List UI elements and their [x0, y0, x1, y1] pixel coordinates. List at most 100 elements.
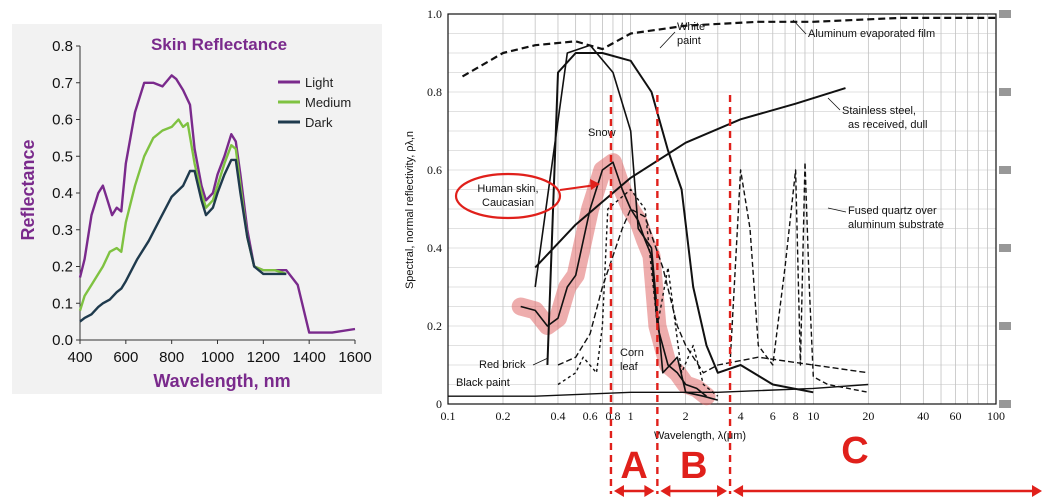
- annotation-human-skin-line2: Caucasian: [482, 197, 534, 209]
- human-skin-callout-ellipse: [454, 172, 562, 220]
- right-chart-annotations: Human skin, Caucasian White paint Snow C…: [454, 19, 944, 389]
- left-y-tick-label: 0.6: [52, 112, 73, 129]
- series-line-black-paint: [448, 383, 869, 397]
- right-x-tick-label: 100: [987, 409, 1005, 423]
- right-axis-mark: [999, 166, 1011, 174]
- right-axis-mark: [999, 244, 1011, 252]
- right-x-tick-label: 0.2: [495, 409, 510, 423]
- left-y-tick-label: 0.2: [52, 259, 73, 276]
- annotation-fused-quartz-line2: aluminum substrate: [848, 219, 944, 231]
- left-x-tick-label: 1200: [247, 349, 280, 366]
- right-chart-ylabel: Spectral, normal reflectivity, ρλ,n: [404, 131, 416, 289]
- right-x-tick-label: 0.1: [441, 409, 456, 423]
- left-x-tick-label: 1400: [292, 349, 325, 366]
- right-chart-right-axis-marks: [999, 10, 1011, 408]
- left-y-tick-label: 0.0: [52, 332, 73, 349]
- left-chart-legend: Light Medium Dark: [278, 75, 351, 130]
- right-chart-y-ticks: 0 0.2 0.4 0.6 0.8 1.0: [427, 7, 442, 411]
- right-y-tick-label: 0: [436, 397, 442, 411]
- left-y-tick-label: 0.4: [52, 185, 73, 202]
- left-x-tick-label: 800: [159, 349, 184, 366]
- series-line-dark: [79, 158, 287, 323]
- annotation-white: White: [677, 21, 705, 33]
- right-x-tick-label: 20: [862, 409, 874, 423]
- left-x-tick-label: 400: [67, 349, 92, 366]
- human-skin-callout-arrow: [559, 184, 597, 191]
- right-x-tick-label: 8: [793, 409, 799, 423]
- right-x-tick-label: 40: [917, 409, 929, 423]
- region-label-c: C: [841, 430, 868, 472]
- right-axis-mark: [999, 400, 1011, 408]
- annotation-white-line2: paint: [677, 35, 701, 47]
- annotation-stainless-line2: as received, dull: [848, 119, 928, 131]
- annotation-human-skin: Human skin,: [477, 183, 538, 195]
- region-arrowhead-right-a: [644, 485, 655, 497]
- region-arrowhead-left-a: [613, 485, 624, 497]
- region-arrowhead-left-c: [733, 485, 744, 497]
- left-y-tick-label: 0.1: [52, 295, 73, 312]
- right-y-tick-label: 0.2: [427, 319, 442, 333]
- annotation-black-paint: Black paint: [456, 377, 510, 389]
- series-line-stainless-steel-as-received-dull: [534, 87, 846, 269]
- left-chart-ylabel: Reflectance: [18, 139, 38, 240]
- legend-label-dark: Dark: [305, 115, 333, 130]
- annotation-stainless: Stainless steel,: [842, 105, 916, 117]
- left-y-tick-label: 0.8: [52, 38, 73, 55]
- right-x-tick-label: 10: [807, 409, 819, 423]
- right-chart: 0 0.2 0.4 0.6 0.8 1.0 0.1 0.2 0.4 0.6 0.8 1 2 4 6 8 10 2…: [404, 7, 1042, 497]
- right-y-tick-label: 0.6: [427, 163, 442, 177]
- annotation-stainless-leader: [827, 97, 841, 111]
- annotation-fused-quartz: Fused quartz over: [848, 205, 937, 217]
- annotation-red-brick: Red brick: [479, 359, 526, 371]
- left-chart-x-ticks: 400 600 800 1000 1200 1400 1600: [67, 340, 372, 366]
- left-chart-xlabel: Wavelength, nm: [153, 371, 290, 391]
- right-y-tick-label: 0.4: [427, 241, 442, 255]
- annotation-corn: Corn: [620, 347, 644, 359]
- right-x-tick-label: 0.8: [605, 409, 620, 423]
- right-chart-x-ticks: 0.1 0.2 0.4 0.6 0.8 1 2 4 6 8 10 20 40 60 100: [441, 409, 1006, 423]
- right-x-tick-label: 0.6: [583, 409, 598, 423]
- right-x-tick-label: 60: [949, 409, 961, 423]
- region-label-b: B: [680, 445, 707, 487]
- annotation-snow: Snow: [588, 127, 616, 139]
- left-x-tick-label: 1000: [201, 349, 234, 366]
- left-chart-series: [78, 74, 356, 334]
- region-arrowhead-left-b: [660, 485, 671, 497]
- annotation-red-brick-leader: [532, 357, 549, 366]
- human-skin-callout-arrowhead: [590, 179, 600, 190]
- left-chart-title: Skin Reflectance: [151, 35, 287, 54]
- series-line-white-paint: [546, 52, 814, 394]
- legend-label-medium: Medium: [305, 95, 351, 110]
- right-axis-mark: [999, 88, 1011, 96]
- annotation-white-leader: [659, 31, 676, 49]
- series-line-aluminum-evaporated-film: [461, 16, 996, 78]
- left-chart: Skin Reflectance Wavelength, nm Reflecta…: [12, 24, 382, 394]
- series-line-red-brick: [557, 208, 869, 374]
- region-arrowhead-right-c: [1032, 485, 1042, 497]
- right-axis-mark: [999, 10, 1011, 18]
- left-x-tick-label: 600: [113, 349, 138, 366]
- left-y-tick-label: 0.7: [52, 75, 73, 92]
- right-y-tick-label: 1.0: [427, 7, 442, 21]
- right-chart-xlabel: Wavelength, λ(μm): [654, 430, 746, 442]
- annotation-fused-quartz-leader: [827, 207, 847, 213]
- left-y-tick-label: 0.5: [52, 148, 73, 165]
- right-x-tick-label: 4: [738, 409, 744, 423]
- right-x-tick-label: 1: [628, 409, 634, 423]
- right-x-tick-label: 0.4: [550, 409, 565, 423]
- region-arrowhead-right-b: [717, 485, 728, 497]
- right-axis-mark: [999, 322, 1011, 330]
- series-line-corn-leaf: [557, 188, 719, 397]
- series-line-human-skin-caucasian: [520, 161, 707, 397]
- left-y-tick-label: 0.3: [52, 222, 73, 239]
- left-chart-y-ticks: 0.0 0.1 0.2 0.3 0.4 0.5 0.6 0.7 0.8: [52, 38, 80, 349]
- legend-label-light: Light: [305, 75, 334, 90]
- right-chart-frame: [447, 13, 997, 405]
- annotation-aluminum: Aluminum evaporated film: [808, 28, 935, 40]
- right-chart-series: [448, 16, 996, 401]
- right-x-tick-label: 2: [683, 409, 689, 423]
- annotation-corn-line2: leaf: [620, 361, 639, 373]
- left-x-tick-label: 1600: [338, 349, 371, 366]
